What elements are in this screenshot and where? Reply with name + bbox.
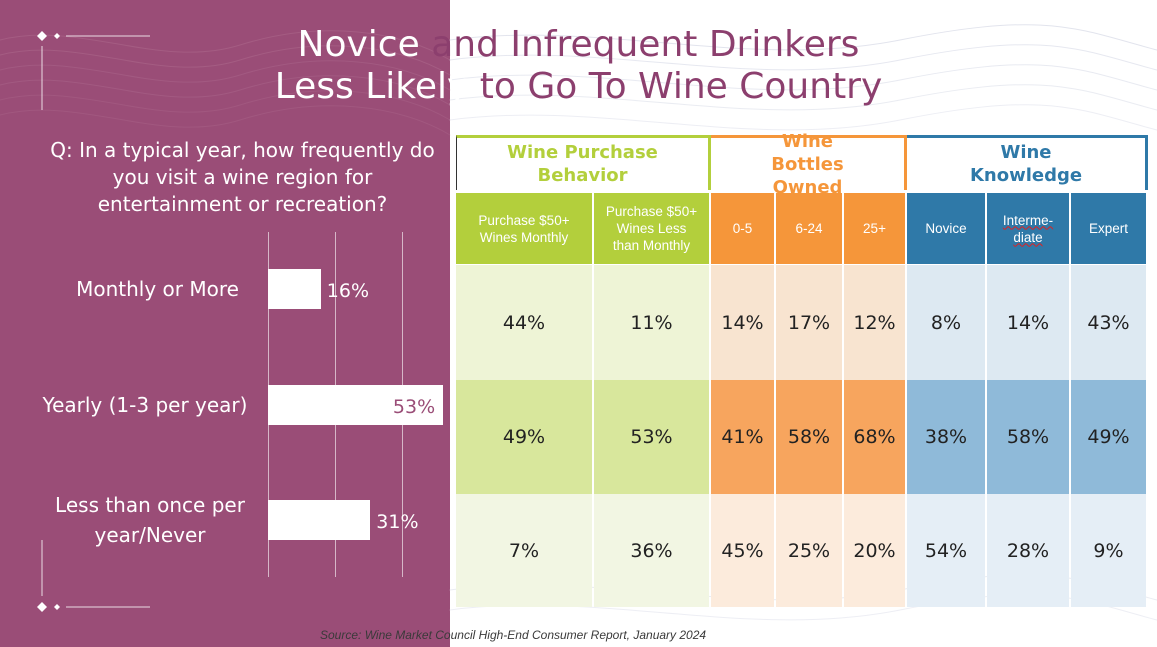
- table-cell: 38%: [907, 380, 985, 494]
- slide-title: Novice and Infrequent Drinkers Less Like…: [0, 24, 1157, 108]
- table-group-header: Wine Bottles Owned: [711, 131, 907, 198]
- table-cell: 36%: [594, 494, 709, 607]
- table-cell: 49%: [456, 380, 592, 494]
- table-cell: 41%: [711, 380, 774, 494]
- table-column-header: Novice: [907, 193, 985, 264]
- category-label: Yearly (1-3 per year): [42, 393, 248, 417]
- table-cell: 9%: [1071, 494, 1146, 607]
- table-cell: 25%: [776, 494, 842, 607]
- table-cell: 43%: [1071, 265, 1146, 380]
- table-cell: 14%: [987, 265, 1069, 380]
- category-label: Monthly or More: [76, 277, 239, 301]
- title-line2-rest: to Go To Wine Country: [479, 66, 883, 107]
- title-line1-highlight: Novice: [297, 24, 420, 65]
- table-cell: 20%: [844, 494, 905, 607]
- table-column-header: Interme-diate: [987, 193, 1069, 264]
- table-column-header: Purchase $50+ Wines Less than Monthly: [594, 193, 709, 264]
- table-column-header: 0-5: [711, 193, 774, 264]
- table-cell: 58%: [776, 380, 842, 494]
- table-cell: 11%: [594, 265, 709, 380]
- table-group-header: Wine Purchase Behavior: [456, 135, 711, 190]
- table-cell: 54%: [907, 494, 985, 607]
- left-panel: [0, 0, 450, 647]
- table-cell: 14%: [711, 265, 774, 380]
- bar: [268, 385, 443, 425]
- bar-value-label: 53%: [392, 396, 436, 418]
- table-column-header: Expert: [1071, 193, 1146, 264]
- bar-value-label: 16%: [326, 280, 370, 302]
- table-cell: 45%: [711, 494, 774, 607]
- table-cell: 28%: [987, 494, 1069, 607]
- table-column-header: 6-24: [776, 193, 842, 264]
- table-cell: 7%: [456, 494, 592, 607]
- table-cell: 58%: [987, 380, 1069, 494]
- table-cell: 44%: [456, 265, 592, 380]
- bar: [268, 500, 371, 540]
- bar: [268, 269, 321, 309]
- table-column-header: 25+: [844, 193, 905, 264]
- category-label: Less than once per year/Never: [55, 493, 245, 547]
- table-cell: 8%: [907, 265, 985, 380]
- table-column-header: Purchase $50+ Wines Monthly: [456, 193, 592, 264]
- bar-value-label: 31%: [376, 511, 419, 533]
- table-cell: 12%: [844, 265, 905, 380]
- table-cell: 17%: [776, 265, 842, 380]
- survey-question: Q: In a typical year, how frequently do …: [50, 138, 435, 216]
- source-note: Source: Wine Market Council High-End Con…: [320, 628, 707, 642]
- title-line1-rest: and Infrequent Drinkers: [431, 24, 860, 65]
- table-group-header: Wine Knowledge: [907, 135, 1148, 190]
- title-line2-highlight: Less Likely: [274, 66, 469, 107]
- table-cell: 53%: [594, 380, 709, 494]
- table-cell: 68%: [844, 380, 905, 494]
- table-cell: 49%: [1071, 380, 1146, 494]
